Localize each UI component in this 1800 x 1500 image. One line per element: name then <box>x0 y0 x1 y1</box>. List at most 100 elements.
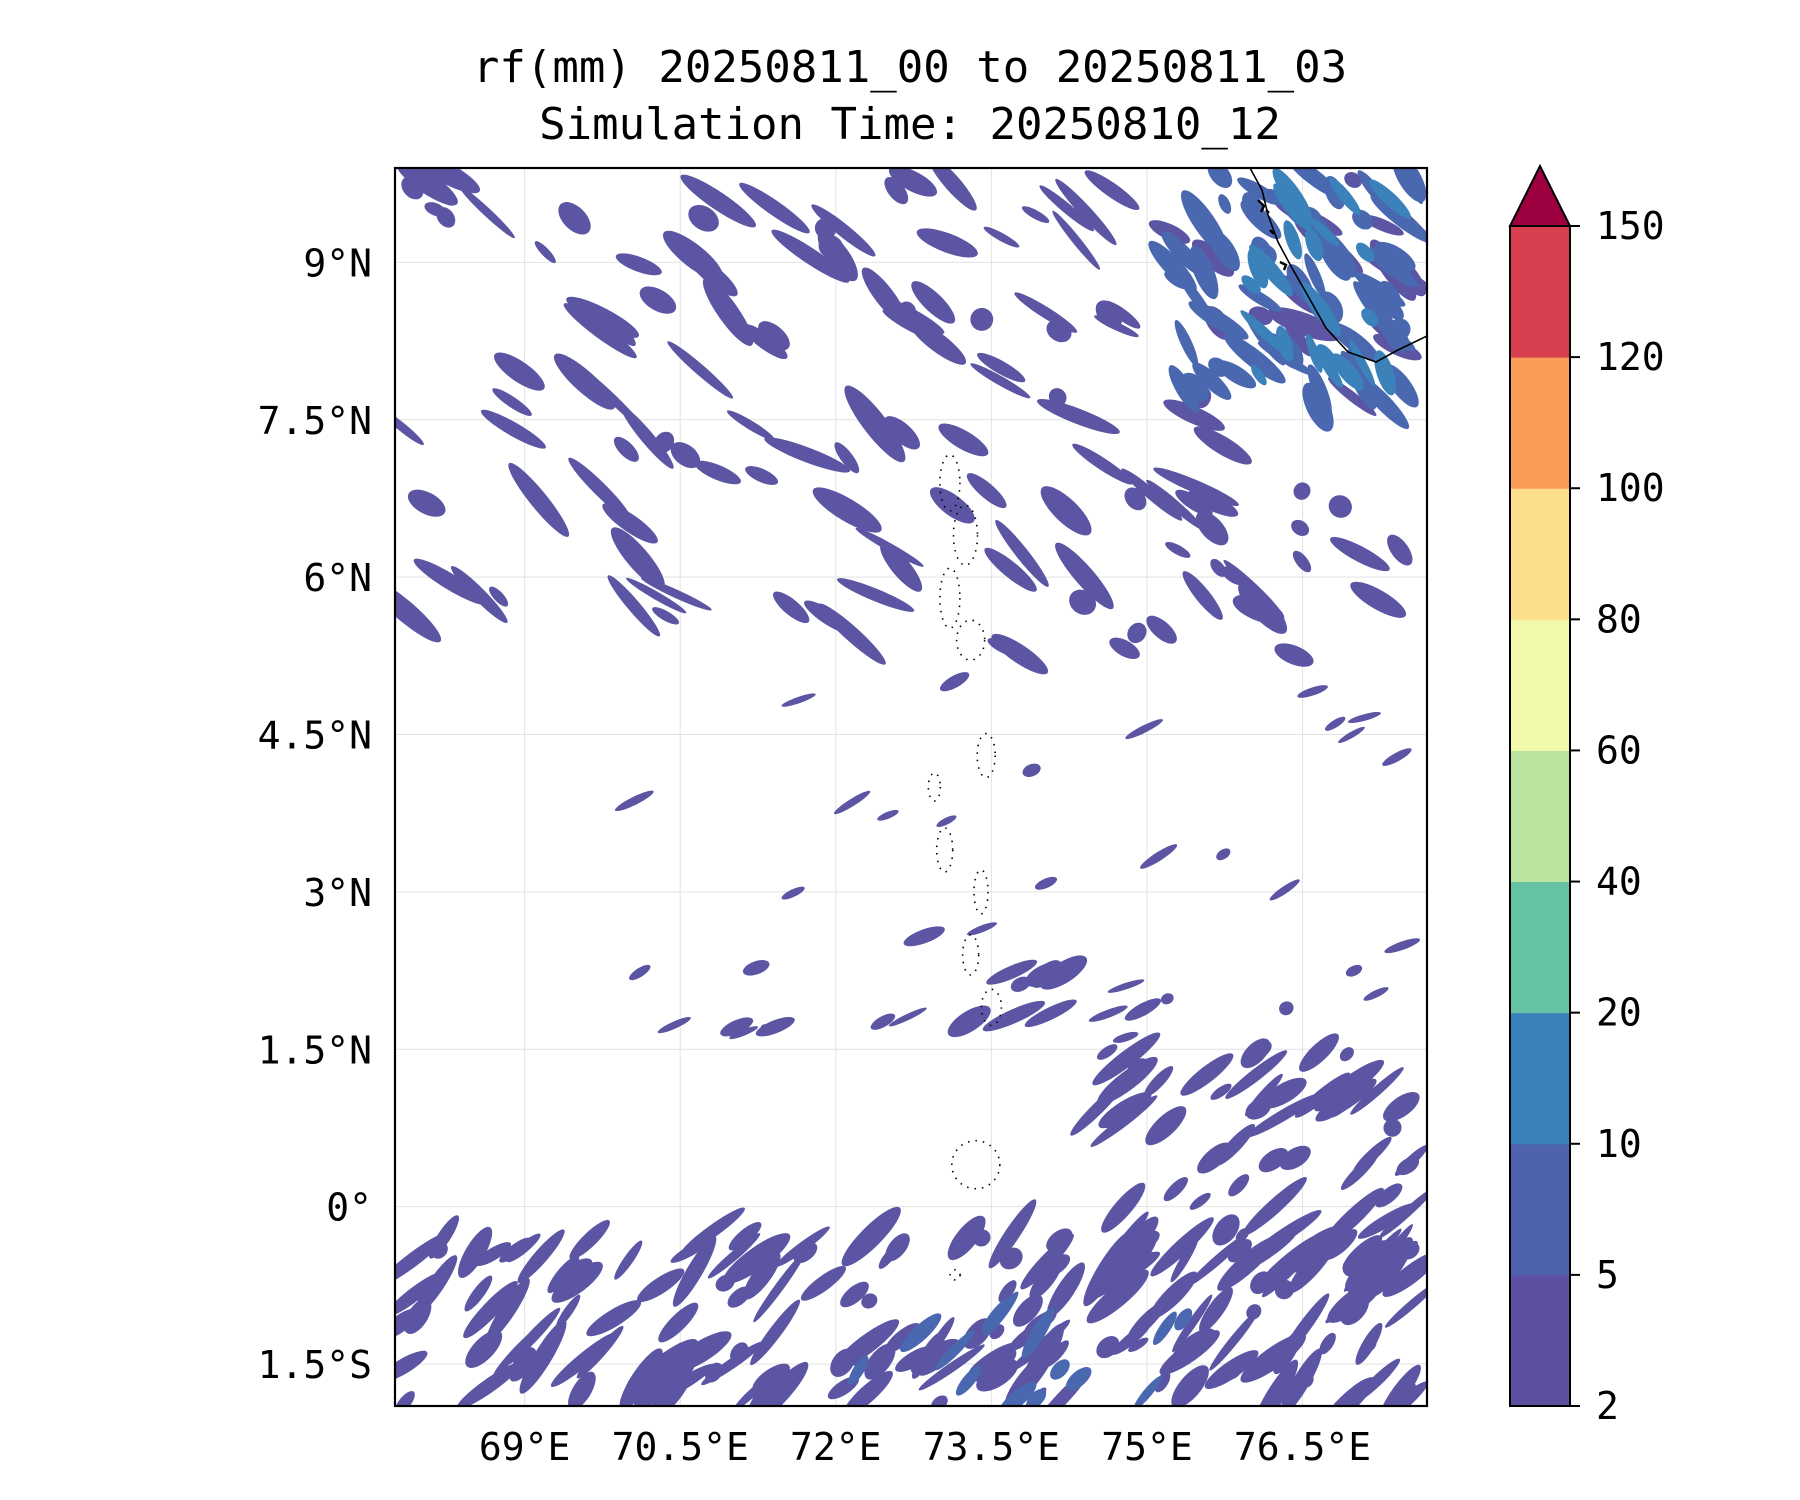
rain-cell <box>1128 1337 1149 1352</box>
rain-cell <box>395 579 442 643</box>
rain-cell <box>927 168 977 211</box>
rain-cell <box>1127 622 1147 644</box>
rain-cell <box>1052 210 1101 270</box>
rain-cell <box>489 586 509 607</box>
rain-cell <box>1384 1282 1427 1328</box>
rain-cell <box>1247 248 1269 289</box>
rain-cell <box>1021 206 1050 223</box>
rain-cell <box>1026 1388 1047 1406</box>
colorbar-segment <box>1510 619 1570 751</box>
rain-cell <box>1046 1262 1085 1318</box>
rain-cell <box>396 168 458 206</box>
colorbar-tick-label: 5 <box>1596 1253 1619 1297</box>
colorbar-tick-label: 60 <box>1596 728 1642 772</box>
rain-cell <box>547 1255 580 1294</box>
rain-cell <box>701 1341 764 1386</box>
rain-cell <box>1086 1269 1149 1324</box>
rain-cell <box>1165 541 1191 558</box>
rain-cell <box>885 1233 910 1262</box>
rain-cell <box>982 1000 1046 1032</box>
rain-cell <box>1024 999 1077 1028</box>
rain-cell <box>911 1332 942 1379</box>
title-line-2: Simulation Time: 20250810_12 <box>539 99 1281 150</box>
rain-cell <box>1363 987 1389 1001</box>
rain-cell <box>984 547 1037 592</box>
lon-tick-label: 69°E <box>479 1425 571 1469</box>
rain-cell <box>1195 511 1229 546</box>
rain-cell <box>480 409 546 449</box>
rain-cell <box>653 431 675 454</box>
rain-cell <box>781 693 816 707</box>
rain-cell <box>1118 1230 1160 1260</box>
rain-cell <box>911 281 956 324</box>
rain-cell <box>1283 220 1302 260</box>
lat-tick-label: 1.5°S <box>258 1343 372 1387</box>
rain-cell <box>1237 177 1282 206</box>
rain-cell <box>1107 979 1145 993</box>
rain-cell <box>972 1229 991 1247</box>
rain-cell <box>667 341 734 399</box>
rain-cell <box>428 1215 460 1259</box>
rain-cell <box>662 230 724 281</box>
rain-cell <box>1295 1369 1314 1389</box>
rain-cell <box>981 1298 1009 1332</box>
rain-cell <box>939 672 970 692</box>
rain-cell <box>581 368 647 432</box>
lon-tick-label: 73.5°E <box>923 1425 1060 1469</box>
rain-cell <box>409 168 481 194</box>
lat-tick-label: 3°N <box>303 871 372 915</box>
maldives-atolls <box>927 453 1003 1281</box>
rain-cell <box>1400 1242 1420 1260</box>
rain-cell <box>464 1275 493 1312</box>
rain-cell <box>1227 1239 1252 1263</box>
rain-cell <box>1145 1106 1187 1146</box>
rain-cell <box>814 218 837 240</box>
colorbar-segment <box>1510 357 1570 489</box>
rain-cell <box>870 1013 896 1030</box>
rain-cell <box>836 578 915 612</box>
rain-cell <box>1300 281 1341 336</box>
rain-cell <box>929 487 975 524</box>
rain-cell <box>475 1242 512 1267</box>
rain-cell <box>843 1370 893 1406</box>
rain-cell <box>517 1229 565 1283</box>
rain-cell <box>614 790 654 812</box>
rain-cell <box>970 307 994 331</box>
rain-cell <box>1240 1038 1271 1069</box>
rain-cell <box>1244 1073 1283 1117</box>
rain-cell <box>1375 1183 1403 1208</box>
rain-cell <box>995 519 1049 587</box>
rain-cell <box>848 1355 869 1385</box>
rain-cell <box>844 385 906 463</box>
rain-cell <box>1163 399 1225 431</box>
rain-cell <box>1382 748 1412 766</box>
rain-cell <box>629 964 651 981</box>
rain-cell <box>1324 716 1346 731</box>
colorbar-segment <box>1510 881 1570 1014</box>
rain-cell <box>607 575 661 637</box>
rain-cell <box>1368 179 1411 219</box>
rain-cell <box>1092 1032 1161 1086</box>
rain-cell <box>1240 310 1290 356</box>
rain-cell <box>1374 350 1396 396</box>
rain-cell <box>702 277 754 346</box>
rain-cell <box>637 1268 685 1303</box>
rain-cell <box>1273 183 1312 231</box>
rain-cell <box>1193 426 1252 465</box>
rain-cell <box>1040 486 1092 536</box>
rain-cell <box>1251 365 1267 386</box>
rain-cell <box>1191 239 1235 277</box>
rain-cell <box>1037 1254 1071 1280</box>
rain-cell <box>1246 1304 1262 1320</box>
lat-tick-label: 9°N <box>303 241 372 285</box>
rain-cell <box>555 1294 581 1329</box>
lon-tick-label: 72°E <box>790 1425 882 1469</box>
lat-tick-label: 1.5°N <box>258 1028 372 1072</box>
rain-cell <box>1180 372 1209 402</box>
rain-cell <box>1188 301 1249 340</box>
rain-cell <box>900 301 916 317</box>
rain-cell <box>1040 955 1088 990</box>
rain-cell <box>1171 1328 1216 1365</box>
rain-cell <box>1207 168 1233 189</box>
rain-cell <box>1345 964 1363 977</box>
